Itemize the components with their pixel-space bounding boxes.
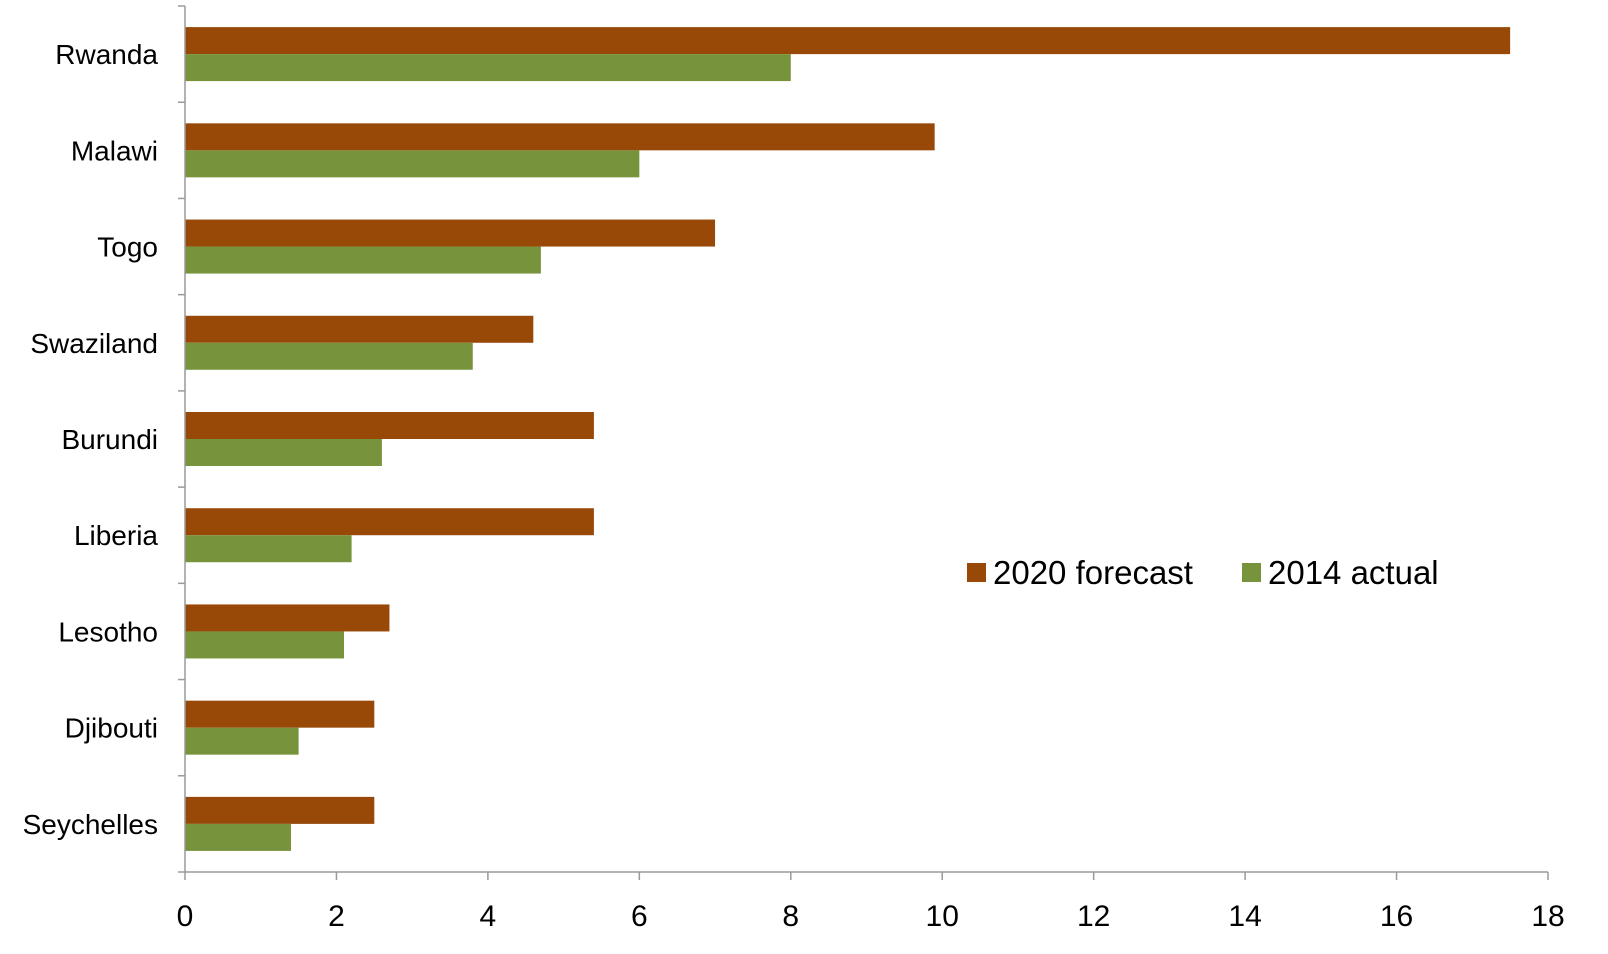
bar-djibouti-2020-forecast	[185, 700, 375, 728]
category-label: Liberia	[74, 520, 158, 551]
bar-malawi-2020-forecast	[185, 123, 935, 151]
x-tick-label: 8	[782, 900, 799, 933]
x-tick-label: 16	[1380, 900, 1413, 933]
legend-swatch-2014-actual	[1242, 563, 1261, 582]
bar-liberia-2014-actual	[185, 535, 352, 563]
bar-togo-2020-forecast	[185, 219, 716, 247]
bar-seychelles-2020-forecast	[185, 796, 375, 824]
x-tick-label: 2	[328, 900, 345, 933]
category-label: Swaziland	[30, 328, 158, 359]
x-tick-label: 14	[1228, 900, 1261, 933]
x-tick-label: 12	[1077, 900, 1110, 933]
bar-burundi-2020-forecast	[185, 412, 594, 439]
x-axis-ticks: 0 2 4 6 8 10 12 14 16 18	[177, 900, 1565, 933]
bar-swaziland-2020-forecast	[185, 315, 534, 343]
legend-swatch-2020-forecast	[967, 563, 986, 582]
bar-malawi-2014-actual	[185, 150, 640, 178]
x-tick-label: 18	[1531, 900, 1564, 933]
bar-seychelles-2014-actual	[185, 823, 292, 851]
category-label: Togo	[97, 232, 158, 263]
x-tick-label: 4	[480, 900, 497, 933]
x-tick-label: 10	[926, 900, 959, 933]
bar-djibouti-2014-actual	[185, 727, 299, 755]
category-label: Lesotho	[58, 616, 158, 647]
bar-lesotho-2014-actual	[185, 631, 345, 659]
bar-rwanda-2014-actual	[185, 54, 791, 82]
category-label: Djibouti	[65, 713, 158, 744]
bar-lesotho-2020-forecast	[185, 604, 390, 632]
bars-group	[185, 27, 1511, 851]
axes-group	[178, 5, 1549, 880]
category-label: Burundi	[61, 424, 158, 455]
bar-rwanda-2020-forecast	[185, 27, 1511, 55]
legend-label-2020-forecast: 2020 forecast	[993, 554, 1193, 591]
x-tick-label: 0	[177, 900, 194, 933]
bar-burundi-2014-actual	[185, 439, 382, 466]
legend: 2020 forecast 2014 actual	[967, 554, 1439, 591]
bar-togo-2014-actual	[185, 246, 541, 274]
x-tick-label: 6	[631, 900, 648, 933]
bar-swaziland-2014-actual	[185, 342, 473, 370]
category-label: Rwanda	[55, 39, 158, 70]
category-label: Malawi	[71, 135, 158, 166]
category-label: Seychelles	[23, 809, 158, 840]
category-labels: Rwanda Malawi Togo Swaziland Burundi Liberia L…	[23, 39, 159, 840]
legend-label-2014-actual: 2014 actual	[1268, 554, 1439, 591]
bar-liberia-2020-forecast	[185, 508, 594, 536]
